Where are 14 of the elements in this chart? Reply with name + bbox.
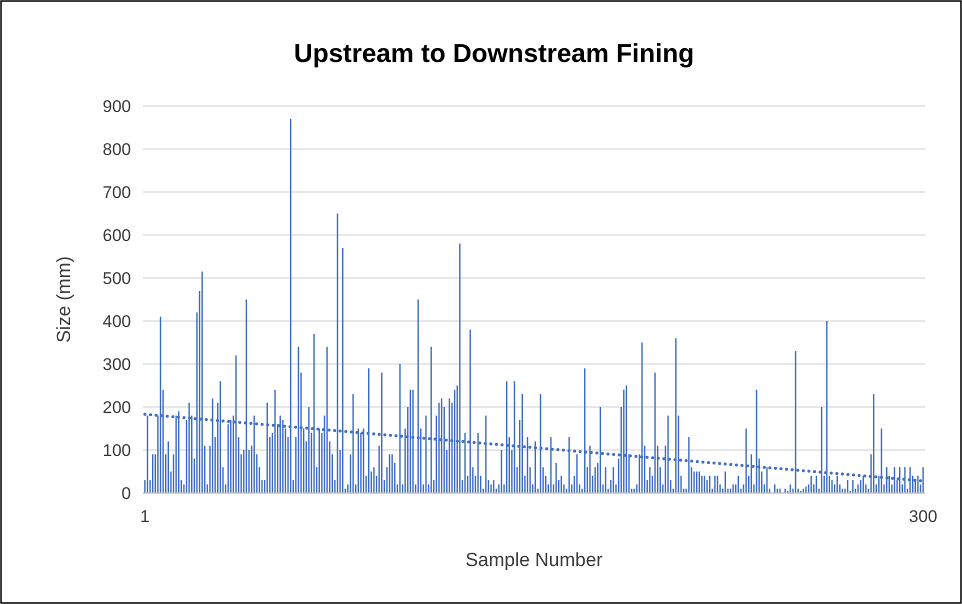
y-tick-label: 800	[102, 140, 131, 159]
y-tick-label: 600	[102, 226, 131, 245]
chart-title: Upstream to Downstream Fining	[294, 38, 694, 68]
y-tick-label: 0	[122, 484, 131, 503]
y-tick-label: 400	[102, 312, 131, 331]
x-tick-label: 1	[140, 507, 150, 526]
y-tick-label: 900	[102, 96, 131, 116]
y-tick-label: 300	[102, 354, 131, 374]
y-tick-label: 700	[102, 182, 131, 202]
y-tick-label: 500	[102, 268, 131, 288]
y-tick-label: 100	[102, 440, 131, 460]
y-tick-label: 200	[102, 398, 131, 417]
x-axis-title: Sample Number	[465, 550, 604, 571]
y-axis-title: Size (mm)	[54, 256, 75, 343]
